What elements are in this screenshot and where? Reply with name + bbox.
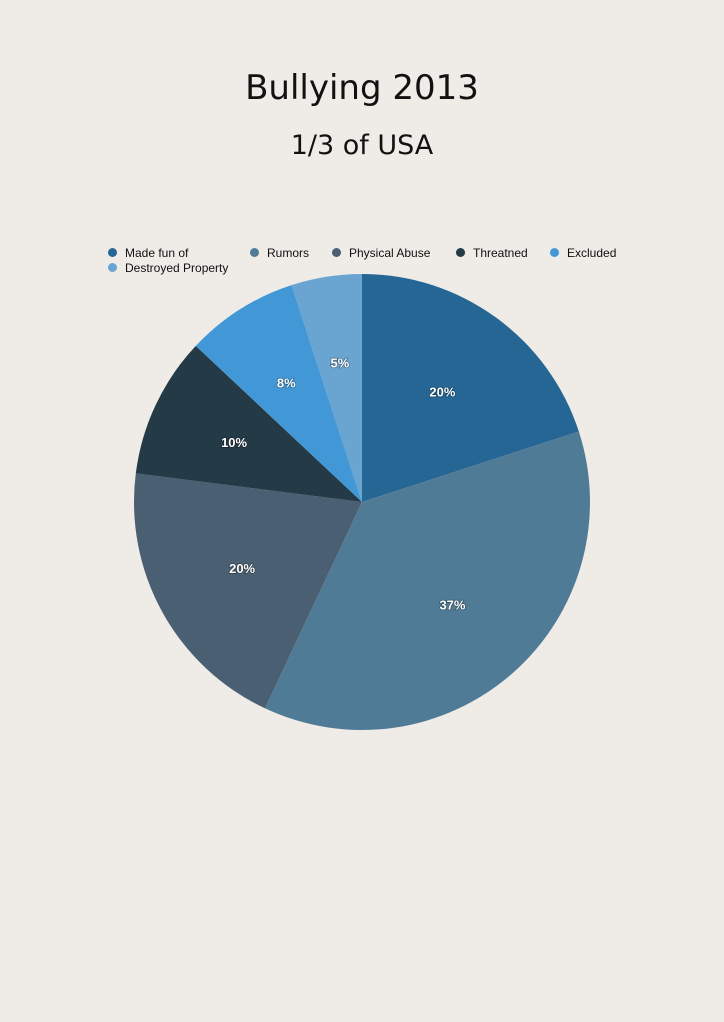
pie-slice xyxy=(291,274,362,502)
legend-item: Physical Abuse xyxy=(332,246,430,260)
slice-value-label: 8% xyxy=(277,376,296,391)
legend-label: Made fun of xyxy=(125,246,189,260)
pie-slice xyxy=(134,473,362,709)
pie-slice xyxy=(195,285,362,502)
legend-label: Rumors xyxy=(267,246,310,260)
pie-slice xyxy=(362,274,579,502)
legend-swatch xyxy=(550,248,559,258)
legend-label: Excluded xyxy=(567,246,617,260)
legend-swatch xyxy=(456,248,465,258)
legend-item: Excluded xyxy=(550,246,616,260)
legend-item: Made fun of xyxy=(108,246,188,260)
pie-slice xyxy=(135,345,362,502)
legend-swatch xyxy=(108,263,117,273)
chart-subtitle: 1/3 of USA xyxy=(290,130,434,161)
legend-item: Rumors xyxy=(250,246,309,260)
slice-value-label: 20% xyxy=(229,561,255,576)
slice-value-label: 20% xyxy=(429,384,455,399)
legend-swatch xyxy=(108,248,117,258)
legend-swatch xyxy=(250,248,259,258)
legend-label: Physical Abuse xyxy=(349,246,431,260)
pie-slice xyxy=(264,431,590,730)
legend-item: Threatned xyxy=(456,246,528,260)
legend-label: Destroyed Property xyxy=(125,261,229,275)
slice-value-label: 37% xyxy=(439,598,465,613)
legend-label: Threatned xyxy=(473,246,528,260)
slice-value-label: 5% xyxy=(330,355,349,370)
chart-title: Bullying 2013 xyxy=(245,68,479,108)
legend-swatch xyxy=(332,248,341,258)
slice-value-label: 10% xyxy=(221,435,247,450)
legend-item: Destroyed Property xyxy=(108,261,228,275)
